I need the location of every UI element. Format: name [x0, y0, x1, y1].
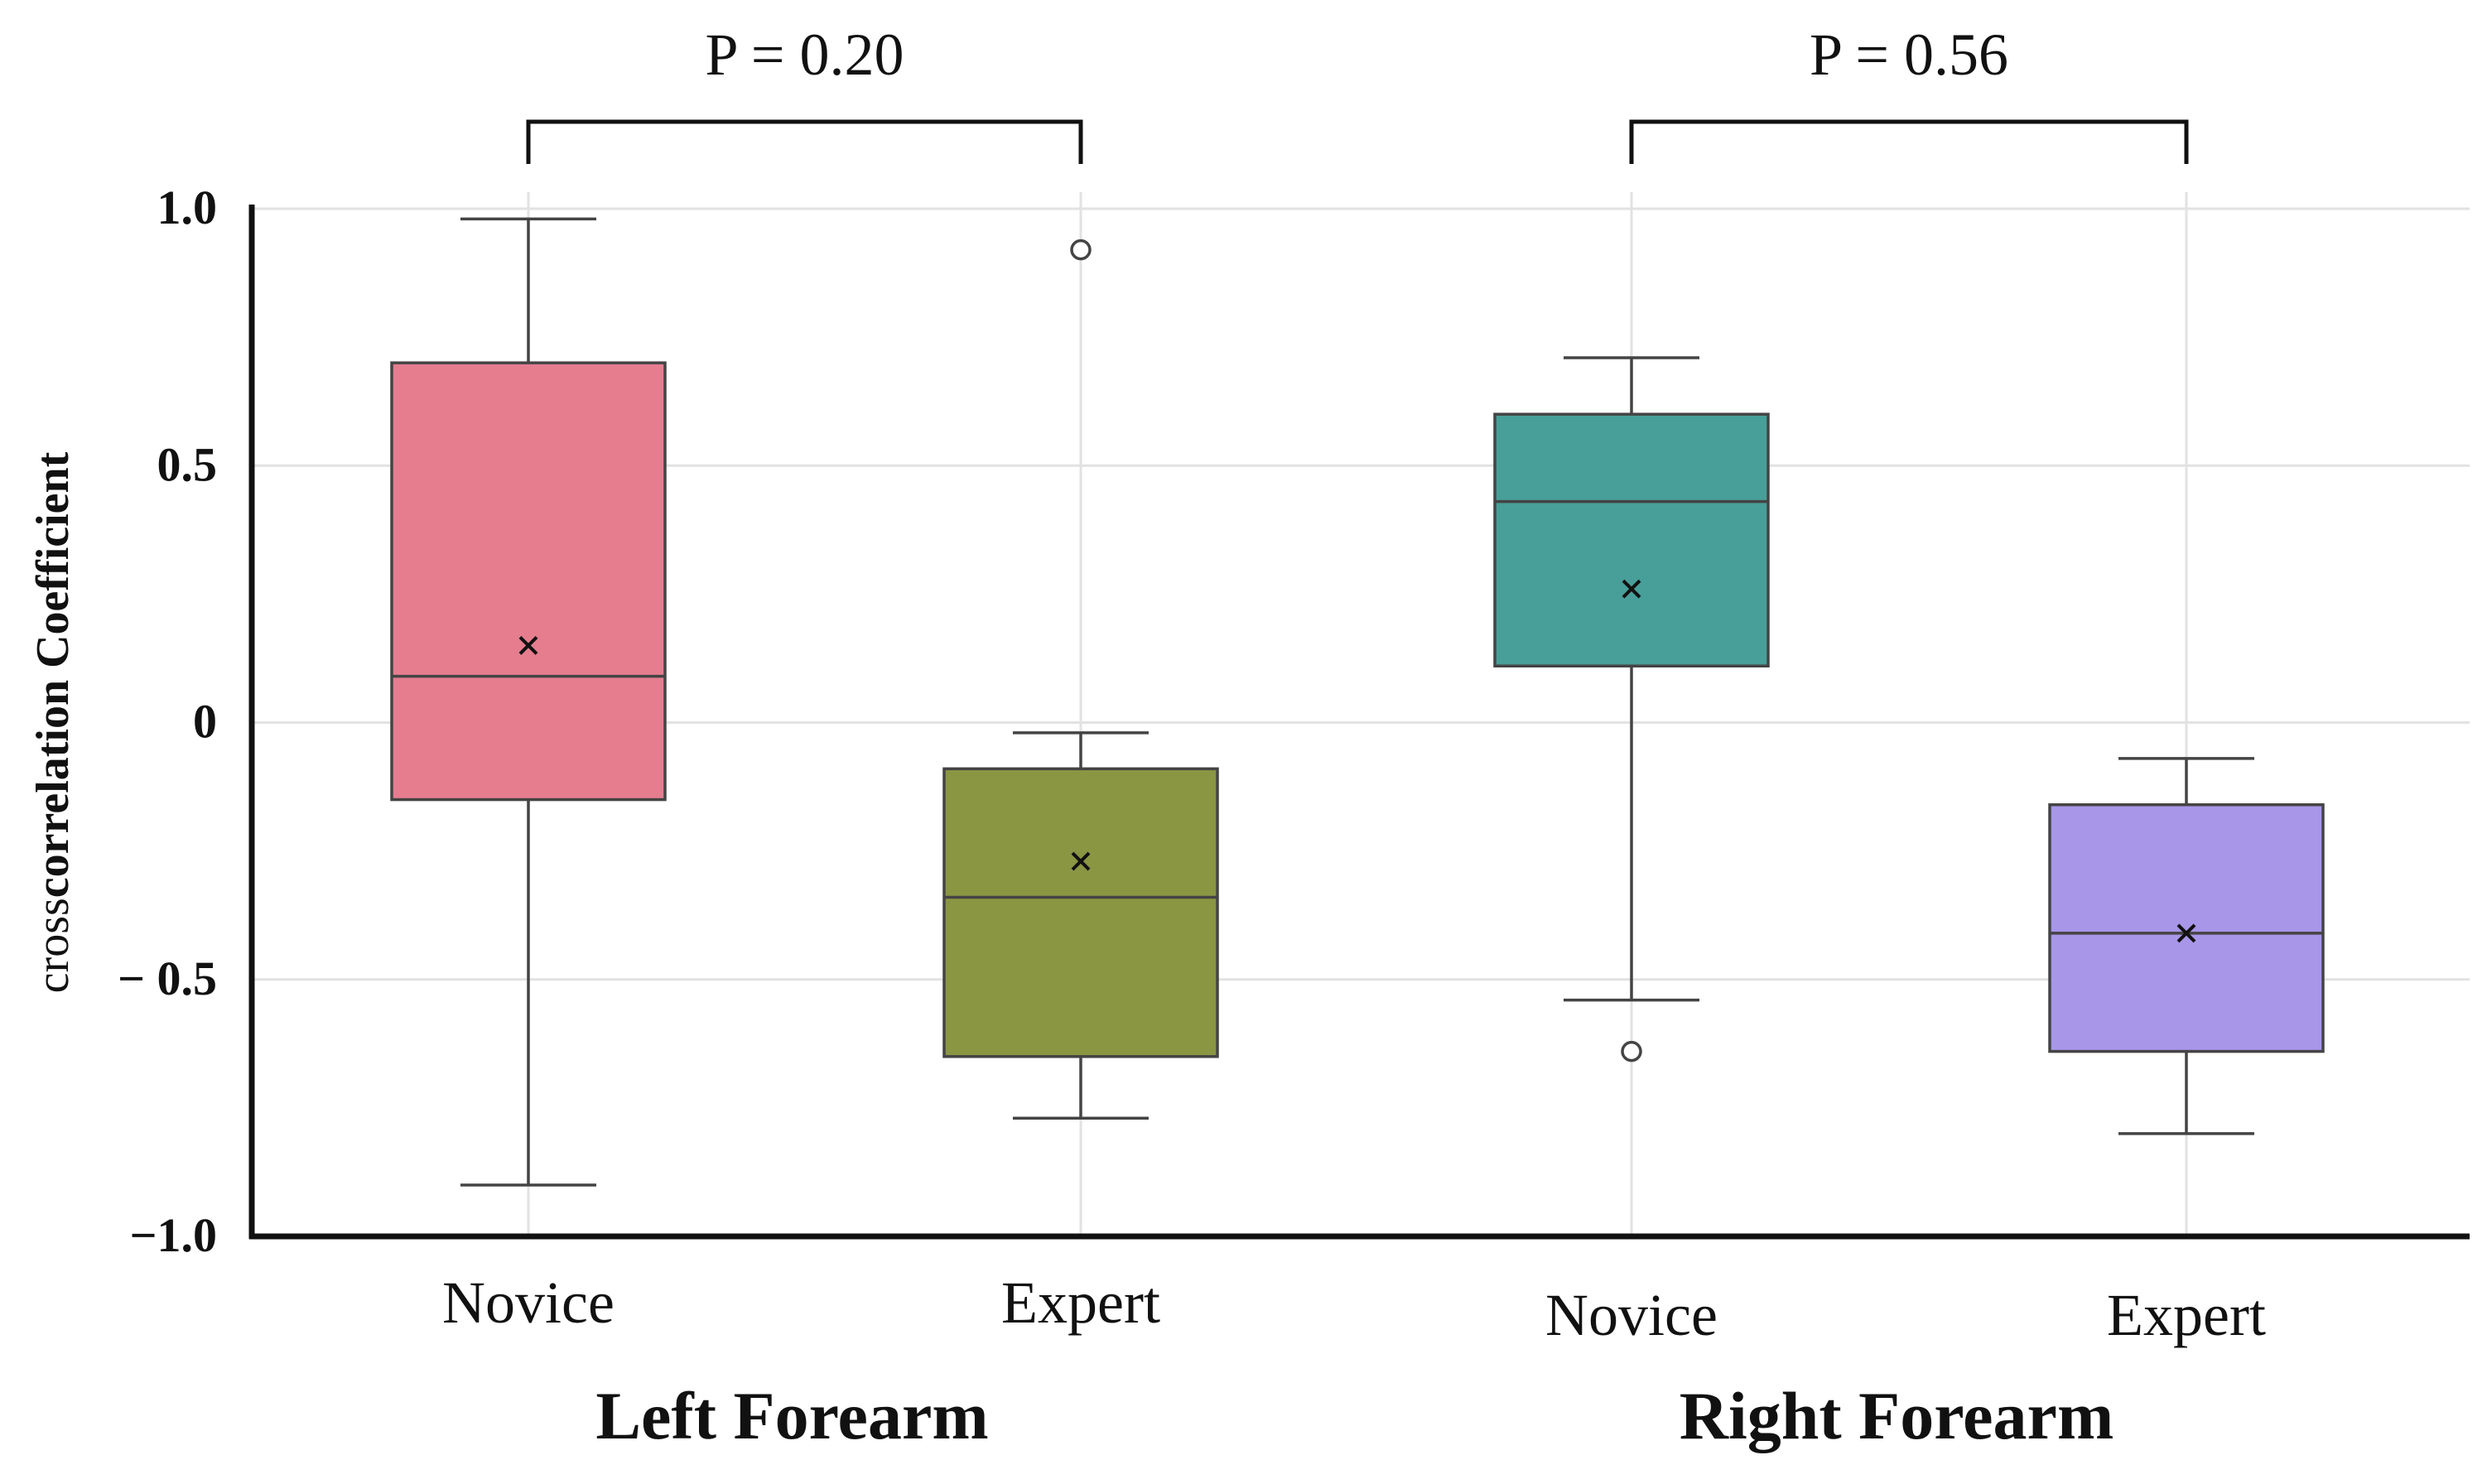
- y-tick-label: 1.0: [157, 181, 218, 234]
- mean-marker: [1071, 851, 1091, 871]
- box-iqr: [390, 361, 667, 802]
- mean-marker: [518, 636, 538, 655]
- box-iqr: [1493, 412, 1770, 667]
- mean-marker-stroke: [1071, 851, 1091, 871]
- mean-marker: [1622, 579, 1641, 599]
- x-category-label: Novice: [442, 1270, 615, 1336]
- y-tick-label: −1.0: [129, 1208, 217, 1262]
- boxes-layer: [390, 217, 2325, 1187]
- y-axis-label: crosscorrelation Coefficient: [27, 451, 79, 993]
- p-value-label: P = 0.20: [706, 22, 904, 88]
- mean-marker: [2176, 923, 2196, 943]
- box-group: [390, 217, 667, 1187]
- text-layer: 1.0 0.5 0 − 0.5 −1.0 crosscorrelation Coeffic…: [27, 22, 2266, 1453]
- p-value-label: P = 0.56: [1810, 22, 2008, 88]
- mean-marker-stroke: [1622, 579, 1641, 599]
- x-category-label: Expert: [2107, 1282, 2266, 1348]
- group-label: Left Forearm: [595, 1378, 988, 1453]
- box-group: [1493, 356, 1770, 1062]
- mean-marker-stroke: [2176, 923, 2196, 943]
- y-tick-label: 0.5: [157, 437, 218, 491]
- significance-bracket: [526, 119, 1083, 164]
- x-category-label: Expert: [1001, 1270, 1160, 1336]
- group-label: Right Forearm: [1680, 1378, 2114, 1453]
- y-axis-label-main: correlation Coefficient: [27, 451, 79, 898]
- significance-bracket: [1629, 119, 2189, 164]
- box-iqr: [2048, 803, 2325, 1053]
- y-tick-label: 0: [193, 695, 217, 749]
- y-axis-label-prefix: cross: [27, 898, 79, 993]
- mean-marker-stroke: [518, 636, 538, 655]
- outlier-point: [1070, 238, 1092, 261]
- box-group: [942, 238, 1219, 1120]
- x-category-label: Novice: [1545, 1282, 1718, 1348]
- axes-layer: [248, 119, 2470, 1240]
- y-tick-label: − 0.5: [118, 952, 217, 1005]
- box-iqr: [942, 767, 1219, 1058]
- box-group: [2048, 757, 2325, 1135]
- outlier-point: [1621, 1040, 1642, 1062]
